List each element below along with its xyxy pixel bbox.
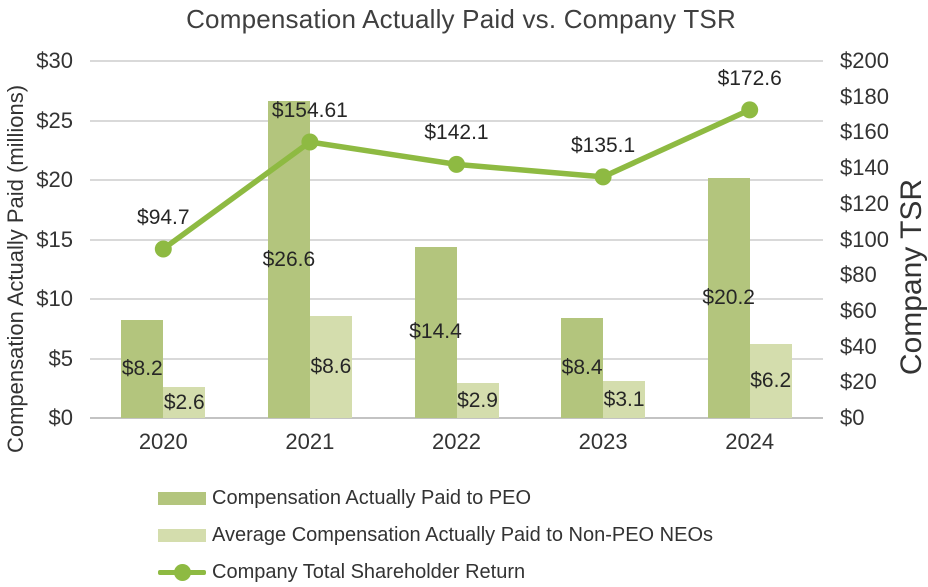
y-axis-tick-right: $20 (840, 369, 877, 395)
x-axis-label: 2023 (578, 429, 628, 454)
legend-line-swatch (158, 564, 206, 581)
bar-peo (707, 177, 750, 418)
y-axis-tick-right: $100 (840, 226, 889, 252)
bar-peo (561, 318, 604, 418)
bar-value-label: $26.6 (262, 247, 316, 271)
x-axis-line (90, 417, 823, 419)
y-axis-tick-left: $10 (36, 286, 73, 311)
bar-peo (121, 320, 164, 418)
bar-value-label: $3.1 (603, 387, 645, 411)
gridline (90, 298, 823, 300)
gridline (90, 238, 823, 241)
legend-label: Average Compensation Actually Paid to No… (212, 524, 713, 546)
bar-non-peo (603, 381, 646, 418)
y-axis-tick-right: $140 (840, 155, 889, 181)
y-axis-tick-right: $180 (840, 83, 889, 109)
tsr-marker (448, 155, 465, 173)
tsr-value-label: $94.7 (137, 205, 190, 229)
legend-item: Compensation Actually Paid to PEO (158, 480, 713, 517)
bar-value-label: $6.2 (750, 369, 792, 393)
tsr-value-label: $142.1 (424, 121, 489, 145)
legend-item: Company Total Shareholder Return (158, 554, 713, 587)
tsr-value-label: $154.61 (271, 99, 348, 123)
bar-value-label: $8.4 (561, 356, 603, 380)
tsr-marker (594, 168, 612, 186)
tsr-value-label: $135.1 (570, 133, 636, 157)
gridline (90, 357, 823, 360)
bar-value-label: $8.6 (310, 354, 352, 378)
y-axis-tick-right: $200 (840, 48, 889, 73)
bar-value-label: $2.6 (163, 390, 205, 414)
tsr-marker (741, 101, 759, 119)
y-axis-tick-left: $5 (48, 345, 73, 371)
bar-value-label: $20.2 (702, 285, 755, 309)
legend: Compensation Actually Paid to PEO Average… (158, 480, 713, 587)
y-axis-tick-right: $0 (840, 405, 865, 430)
bar-value-label: $8.2 (121, 357, 163, 381)
y-axis-tick-left: $15 (36, 226, 73, 252)
right-axis-title: Company TSR (895, 178, 928, 376)
tsr-marker (154, 240, 172, 258)
bar-non-peo (309, 315, 352, 418)
bar-peo (414, 246, 457, 418)
legend-line-marker (174, 564, 191, 581)
y-axis-tick-left: $20 (36, 167, 73, 192)
bar-non-peo (749, 344, 792, 418)
x-axis-label: 2022 (432, 429, 481, 454)
tsr-value-label: $172.6 (717, 66, 782, 90)
tsr-marker (301, 133, 319, 151)
bar-value-label: $2.9 (457, 388, 498, 412)
gridline (90, 119, 823, 122)
y-axis-tick-left: $0 (48, 405, 73, 430)
legend-label: Company Total Shareholder Return (212, 561, 526, 583)
x-axis-label: 2021 (285, 429, 335, 454)
y-axis-tick-left: $25 (36, 107, 73, 133)
gridline (90, 179, 823, 181)
y-axis-tick-right: $160 (840, 119, 889, 145)
legend-swatch-non-peo (158, 529, 206, 542)
legend-item: Average Compensation Actually Paid to No… (158, 517, 713, 554)
y-axis-tick-right: $60 (840, 297, 877, 323)
y-axis-tick-right: $120 (840, 190, 889, 216)
y-axis-tick-right: $80 (840, 262, 877, 288)
y-axis-tick-right: $40 (840, 333, 877, 359)
chart-title: Compensation Actually Paid vs. Company T… (186, 4, 736, 34)
y-axis-tick-left: $30 (36, 48, 73, 73)
tsr-line-layer (154, 101, 759, 258)
gridline (90, 60, 823, 62)
bar-value-label: $14.4 (409, 320, 462, 344)
x-axis-label: 2024 (725, 429, 775, 454)
bar-non-peo (163, 387, 206, 418)
bar-non-peo (456, 383, 499, 418)
legend-swatch-peo (158, 492, 206, 505)
x-axis-label: 2020 (138, 429, 188, 454)
legend-label: Compensation Actually Paid to PEO (212, 487, 532, 509)
